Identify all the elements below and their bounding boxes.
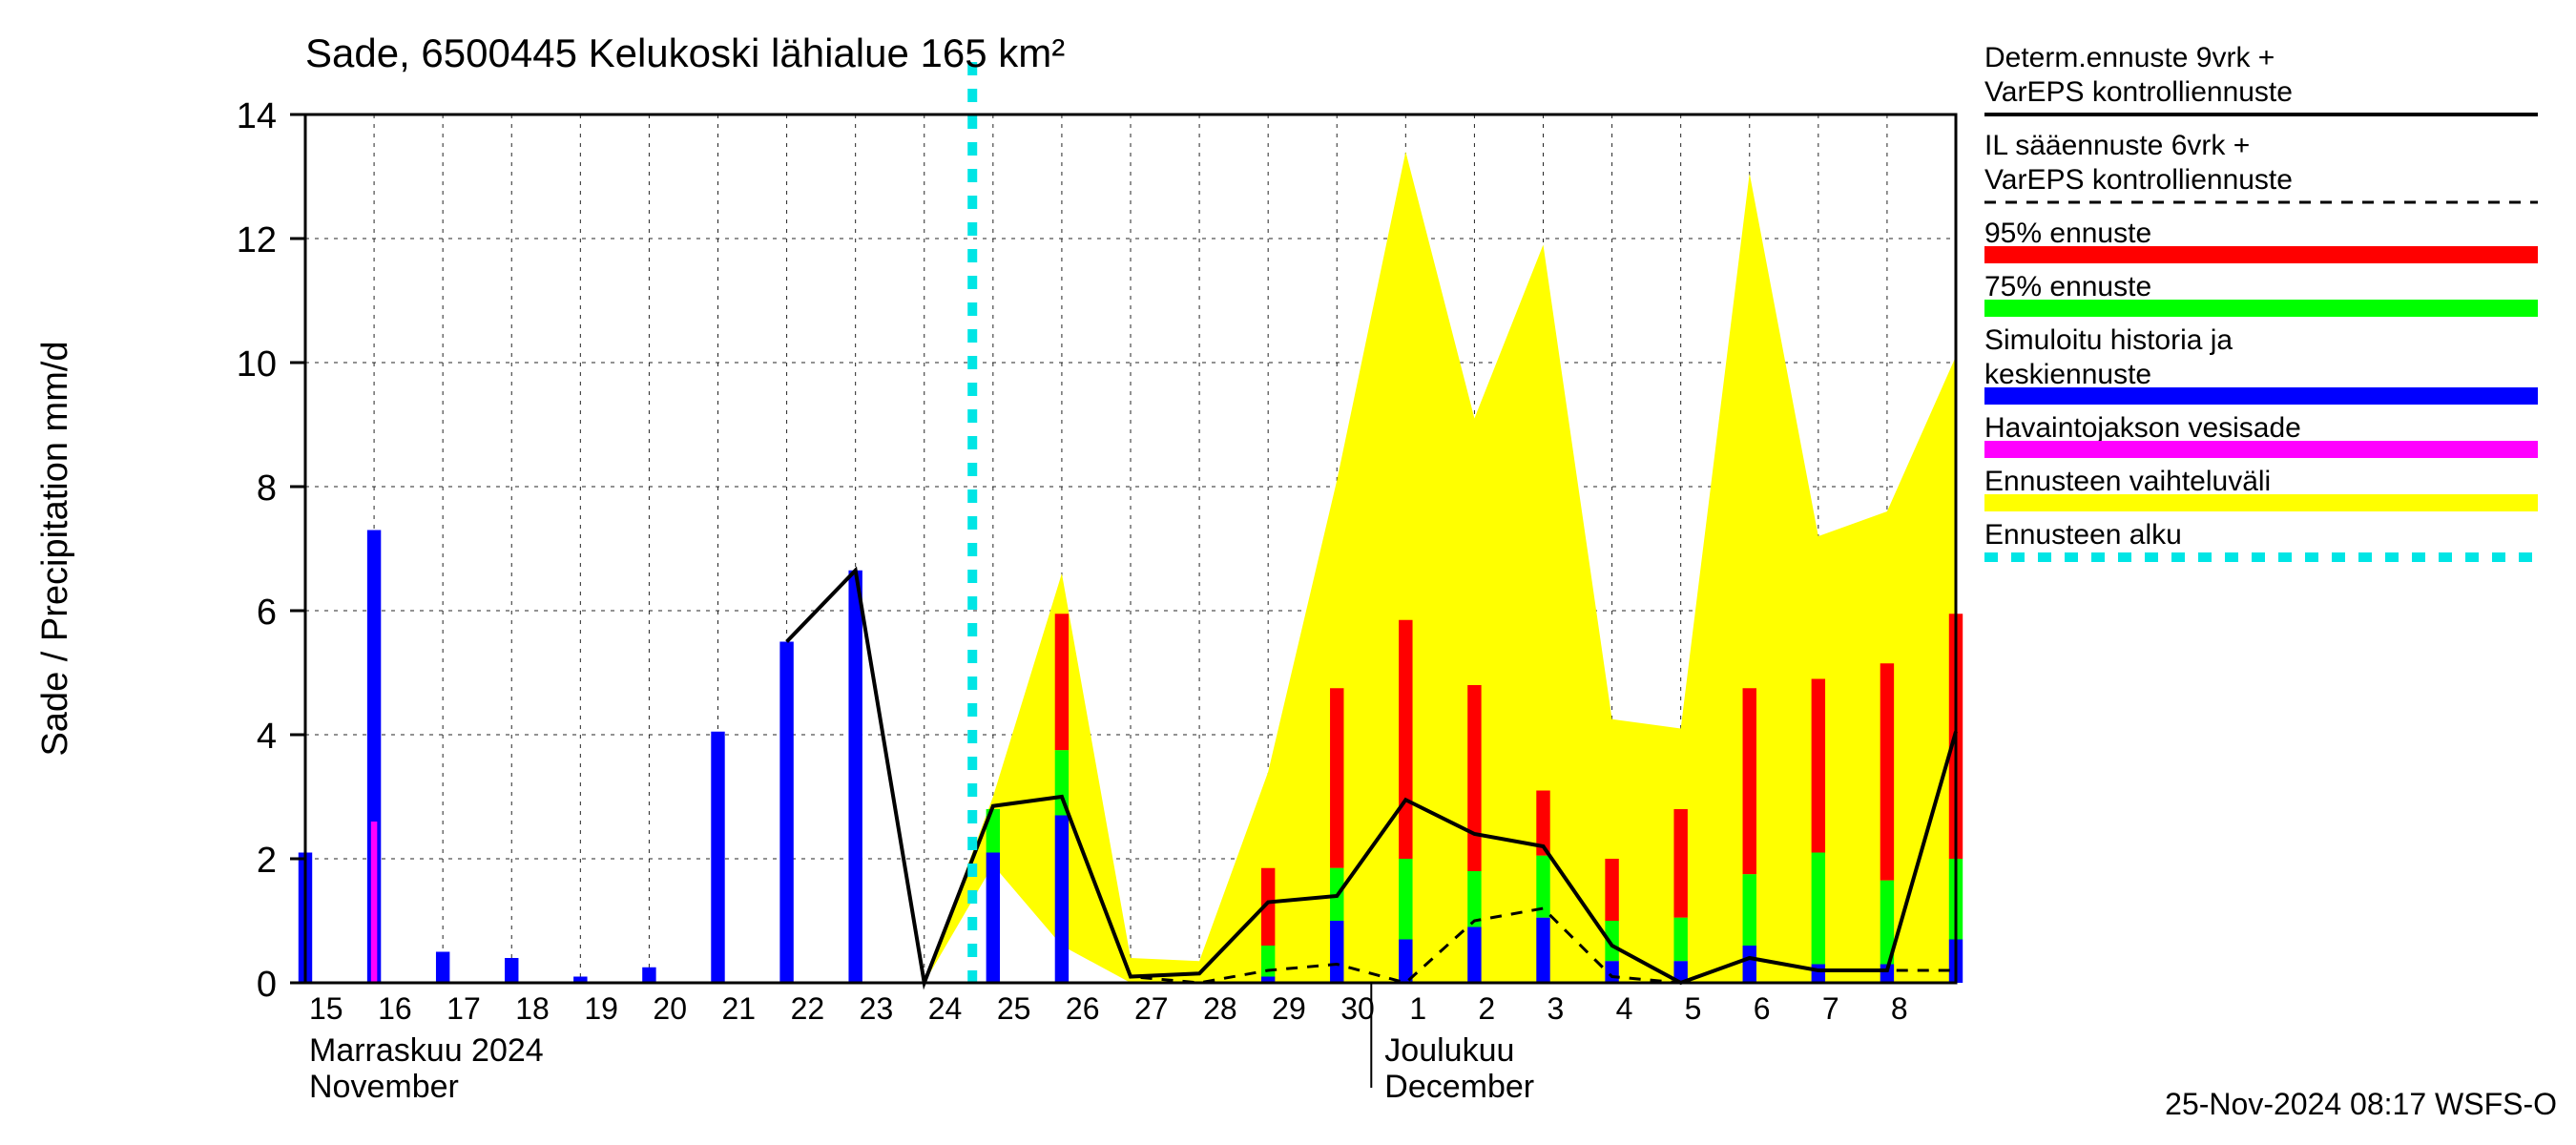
- footer-timestamp: 25-Nov-2024 08:17 WSFS-O: [2165, 1087, 2557, 1121]
- xtick-label: 28: [1203, 991, 1237, 1026]
- xtick-label: 5: [1685, 991, 1702, 1026]
- xtick-label: 23: [860, 991, 894, 1026]
- legend-swatch: [1984, 441, 2538, 458]
- ytick-label: 2: [257, 841, 277, 881]
- ytick-label: 12: [237, 220, 277, 260]
- yellow-range-area: [924, 152, 1956, 983]
- xtick-label: 25: [997, 991, 1031, 1026]
- legend-swatch: [1984, 300, 2538, 317]
- ytick-label: 0: [257, 965, 277, 1005]
- xtick-label: 1: [1409, 991, 1426, 1026]
- ytick-label: 14: [237, 96, 277, 136]
- legend-swatch: [1984, 246, 2538, 263]
- ytick-label: 8: [257, 468, 277, 509]
- legend-label: VarEPS kontrolliennuste: [1984, 76, 2293, 108]
- xtick-label: 8: [1891, 991, 1908, 1026]
- xtick-label: 16: [378, 991, 412, 1026]
- xtick-label: 27: [1134, 991, 1169, 1026]
- ytick-label: 6: [257, 593, 277, 633]
- xtick-label: 22: [791, 991, 825, 1026]
- xtick-label: 3: [1548, 991, 1565, 1026]
- legend-label: Ennusteen alku: [1984, 519, 2182, 551]
- y-axis-label: Sade / Precipitation mm/d: [35, 341, 75, 756]
- legend: Determ.ennuste 9vrk +VarEPS kontrollienn…: [1984, 42, 2538, 557]
- xtick-label: 17: [447, 991, 481, 1026]
- legend-label: Havaintojakson vesisade: [1984, 412, 2301, 444]
- legend-label: 75% ennuste: [1984, 271, 2151, 302]
- xtick-label: 18: [515, 991, 550, 1026]
- xtick-label: 20: [653, 991, 687, 1026]
- legend-label: Determ.ennuste 9vrk +: [1984, 42, 2275, 73]
- month-right-fi: Joulukuu: [1384, 1032, 1514, 1069]
- ytick-label: 10: [237, 344, 277, 385]
- xtick-label: 21: [722, 991, 757, 1026]
- xtick-label: 7: [1822, 991, 1839, 1026]
- legend-label: VarEPS kontrolliennuste: [1984, 164, 2293, 196]
- legend-label: Ennusteen vaihteluväli: [1984, 466, 2271, 497]
- xtick-label: 26: [1066, 991, 1100, 1026]
- xtick-label: 4: [1616, 991, 1633, 1026]
- month-left-en: November: [309, 1069, 459, 1105]
- xtick-label: 19: [584, 991, 618, 1026]
- legend-swatch: [1984, 387, 2538, 405]
- chart-title: Sade, 6500445 Kelukoski lähialue 165 km²: [305, 31, 1065, 75]
- xtick-label: 24: [928, 991, 963, 1026]
- xtick-label: 30: [1340, 991, 1375, 1026]
- legend-label: keskiennuste: [1984, 359, 2151, 390]
- ytick-label: 4: [257, 717, 277, 757]
- legend-label: 95% ennuste: [1984, 218, 2151, 249]
- chart-svg: 0246810121415161718192021222324252627282…: [0, 0, 2576, 1145]
- month-left-fi: Marraskuu 2024: [309, 1032, 544, 1069]
- legend-label: Simuloitu historia ja: [1984, 324, 2233, 356]
- chart-container: 0246810121415161718192021222324252627282…: [0, 0, 2576, 1145]
- month-right-en: December: [1384, 1069, 1534, 1105]
- xtick-label: 15: [309, 991, 343, 1026]
- legend-label: IL sääennuste 6vrk +: [1984, 130, 2250, 161]
- xtick-label: 2: [1478, 991, 1495, 1026]
- xtick-label: 29: [1272, 991, 1306, 1026]
- xtick-label: 6: [1754, 991, 1771, 1026]
- legend-swatch: [1984, 494, 2538, 511]
